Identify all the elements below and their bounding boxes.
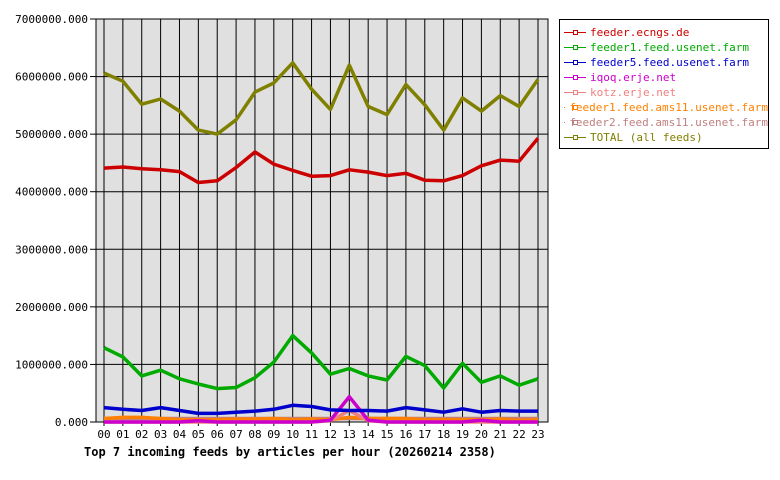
x-tick-label: 02 [135,428,148,441]
legend-item: feeder5.feed.usenet.farm [564,55,768,70]
x-axis: 00 01 02 03 04 05 06 07 08 09 10 11 12 13 14 15 16 17 18 19… [97,422,545,441]
legend-item: feeder1.feed.ams11.usenet.farm [564,100,768,115]
x-tick-label: 18 [437,428,450,441]
x-tick-label: 06 [211,428,224,441]
x-tick-label: 01 [116,428,129,441]
x-tick-label: 20 [475,428,488,441]
x-tick-label: 07 [229,428,242,441]
plot-area [95,18,549,423]
legend-label: feeder1.feed.ams11.usenet.farm [569,101,768,114]
legend-item: kotz.erje.net [564,85,768,100]
legend-line-marker-icon [564,89,586,97]
legend-item: TOTAL (all feeds) [564,130,768,145]
legend-item: feeder.ecngs.de [564,25,768,40]
series-line-1 [103,333,539,391]
y-tick-label: 2000000.000 [15,301,88,314]
legend-label: feeder1.feed.usenet.farm [590,41,749,54]
y-tick-label: 7000000.000 [15,13,88,26]
y-tick-label: 0.000 [55,416,88,429]
legend-item: feeder2.feed.ams11.usenet.farm [564,115,768,130]
x-tick-label: 11 [305,428,318,441]
y-tick-label: 1000000.000 [15,358,88,371]
legend-label: feeder5.feed.usenet.farm [590,56,749,69]
x-tick-label: 14 [362,428,376,441]
legend-line-marker-icon [564,104,583,112]
x-tick-label: 08 [248,428,261,441]
legend-label: feeder.ecngs.de [590,26,690,39]
series-line-0 [103,137,540,185]
legend-label: TOTAL (all feeds) [590,131,703,144]
legend-line-marker-icon [564,29,586,37]
x-tick-label: 23 [531,428,544,441]
legend-label: feeder2.feed.ams11.usenet.farm [569,116,768,129]
y-tick-label: 3000000.000 [15,243,88,256]
y-axis: 0.000 1000000.000 2000000.000 3000000.000 40… [15,13,96,429]
series-line-7 [103,61,540,136]
legend-label: kotz.erje.net [590,86,677,99]
x-tick-label: 22 [513,428,526,441]
legend-line-marker-icon [564,134,586,142]
x-tick-label: 00 [97,428,110,441]
series-line-3 [104,394,538,424]
legend-label: iqoq.erje.net [590,71,677,84]
legend-line-marker-icon [564,59,586,67]
legend-item: feeder1.feed.usenet.farm [564,40,768,55]
legend-line-marker-icon [564,44,586,52]
y-tick-label: 4000000.000 [15,186,88,199]
x-tick-label: 09 [267,428,280,441]
x-tick-label: 21 [494,428,507,441]
legend-line-marker-icon [564,74,586,82]
chart-title: Top 7 incoming feeds by articles per hou… [84,445,496,459]
x-tick-label: 17 [418,428,431,441]
legend-item: iqoq.erje.net [564,70,768,85]
legend: feeder.ecngs.de feeder1.feed.usenet.farm f… [559,19,769,149]
x-tick-label: 05 [192,428,205,441]
legend-line-marker-icon [564,119,583,127]
x-tick-label: 19 [456,428,469,441]
x-tick-label: 15 [380,428,393,441]
x-tick-label: 16 [399,428,412,441]
x-tick-label: 13 [343,428,356,441]
x-tick-label: 10 [286,428,299,441]
x-tick-label: 03 [154,428,167,441]
series-line-2 [103,403,538,416]
y-tick-label: 5000000.000 [15,128,88,141]
x-tick-label: 04 [173,428,187,441]
series-lines [103,61,540,424]
x-tick-label: 12 [324,428,337,441]
y-tick-label: 6000000.000 [15,71,88,84]
